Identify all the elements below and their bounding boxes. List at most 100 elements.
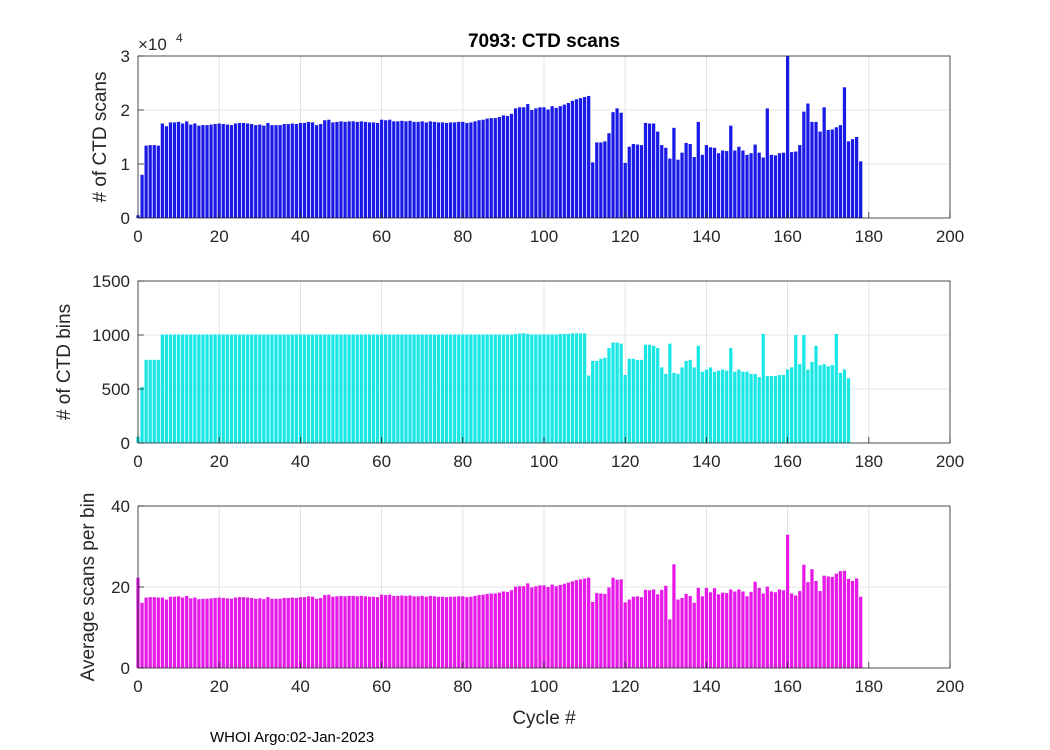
scans-bar: [591, 162, 595, 218]
bins-bar: [416, 334, 420, 443]
bins-bar: [741, 371, 745, 443]
scans-bar: [684, 142, 688, 218]
scans-bar: [806, 103, 810, 218]
bins-x-tick-label: 140: [692, 452, 720, 471]
bins-bar: [530, 334, 534, 443]
bins-y-tick-label: 500: [102, 380, 130, 399]
avg-bar: [664, 585, 668, 668]
scans-bar: [363, 121, 367, 218]
scans-x-ticks: 0 20 40 60 80 100 120 140 160 180 200: [133, 212, 964, 246]
avg-bar: [501, 591, 506, 668]
avg-bar: [396, 595, 400, 668]
bins-bar: [721, 369, 725, 443]
avg-bar: [477, 595, 481, 668]
avg-bar: [700, 596, 704, 668]
avg-bar: [453, 596, 457, 668]
avg-bar: [777, 589, 782, 668]
scans-bar: [530, 110, 534, 218]
bins-bar: [363, 334, 367, 443]
scans-bar: [538, 107, 542, 218]
bins-bar: [680, 367, 684, 443]
bins-bar: [319, 334, 323, 443]
scans-bar: [323, 120, 327, 218]
avg-bars: [136, 534, 863, 669]
scans-bar: [315, 125, 319, 218]
scans-bar: [274, 125, 278, 218]
scans-bar: [156, 145, 160, 218]
avg-bar: [327, 594, 331, 668]
bins-panel: 0 20 40 60 80 100 120 140 160 180 200 0 500 1000 1500…: [54, 272, 964, 471]
avg-bar: [721, 592, 725, 668]
avg-bar: [420, 595, 424, 668]
scans-bar: [254, 125, 258, 218]
scans-bar: [331, 122, 335, 218]
scans-bar: [250, 124, 254, 218]
bins-bar: [846, 378, 851, 443]
avg-bar: [842, 570, 847, 668]
avg-y-ticks: 0 20 40: [111, 497, 144, 678]
bins-bar: [781, 374, 786, 443]
avg-bar: [363, 596, 367, 668]
avg-bar: [213, 597, 217, 668]
avg-bar: [855, 578, 859, 668]
bins-bar: [631, 358, 635, 443]
scans-bar: [416, 121, 420, 218]
avg-bar: [712, 588, 717, 668]
bins-bar: [424, 334, 428, 443]
bins-bar: [587, 375, 591, 443]
avg-bar: [404, 595, 408, 668]
bins-bar: [562, 333, 566, 443]
scans-bar: [668, 158, 672, 218]
avg-bar: [822, 575, 826, 668]
scans-bar: [607, 133, 611, 218]
bins-bar: [542, 334, 546, 443]
bins-bar: [160, 334, 164, 443]
bins-x-ticks: 0 20 40 60 80 100 120 140 160 180 200: [133, 437, 964, 471]
avg-bar: [205, 598, 209, 668]
avg-x-tick-label: 60: [372, 677, 391, 696]
scans-bar: [282, 124, 286, 218]
bins-bar: [465, 334, 469, 443]
bins-bar: [209, 334, 213, 443]
scans-bar: [777, 153, 782, 218]
bins-bar: [550, 334, 554, 443]
bins-bar: [205, 334, 209, 443]
bins-bar: [457, 334, 461, 443]
scans-bar: [704, 145, 709, 218]
avg-bar: [440, 596, 445, 668]
scans-x-tick-label: 200: [936, 227, 964, 246]
avg-bar: [160, 597, 164, 668]
avg-bar: [554, 586, 558, 668]
x-axis-label: Cycle #: [512, 708, 576, 729]
scans-bar: [392, 121, 396, 218]
bins-bar: [554, 334, 558, 443]
bins-bar: [290, 334, 294, 443]
avg-bar: [294, 597, 298, 668]
avg-bar: [806, 582, 810, 668]
avg-bar: [185, 595, 189, 668]
avg-bar: [603, 593, 607, 668]
bins-bar: [505, 334, 510, 443]
bins-x-tick-label: 120: [611, 452, 639, 471]
scans-bar: [700, 154, 704, 218]
scans-bar: [753, 144, 757, 218]
avg-bar: [197, 599, 201, 668]
scans-bar: [623, 162, 627, 218]
scans-bar: [761, 157, 765, 218]
avg-bar: [489, 593, 493, 668]
scans-bar: [566, 102, 570, 218]
bins-bar: [339, 334, 343, 443]
scans-bar: [384, 120, 388, 218]
bins-bar: [777, 374, 782, 443]
bins-bar: [615, 342, 619, 443]
avg-bar: [818, 591, 822, 668]
scans-bar: [619, 112, 623, 218]
bins-bar: [798, 364, 802, 443]
scans-x-tick-label: 120: [611, 227, 639, 246]
bins-bar: [331, 334, 335, 443]
avg-bar: [424, 596, 428, 668]
bins-bar: [635, 359, 640, 443]
bins-bar: [225, 334, 229, 443]
avg-bar: [769, 591, 773, 668]
scans-bar: [310, 122, 315, 218]
